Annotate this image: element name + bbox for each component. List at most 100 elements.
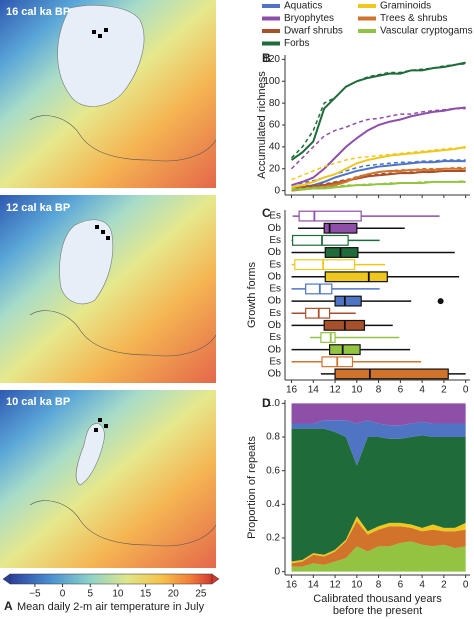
richness-line bbox=[291, 106, 466, 187]
legend-label: Aquatics bbox=[284, 1, 322, 12]
colorbar-tick-label: 0 bbox=[60, 589, 66, 600]
x-tick-label: 12 bbox=[329, 580, 341, 591]
colorbar-tick-label: −5 bbox=[29, 589, 41, 600]
richness-line bbox=[291, 145, 466, 189]
y-tick-label: 0.8 bbox=[266, 432, 280, 443]
colorbar-tick-label: 5 bbox=[87, 589, 93, 600]
x-tick-label: 16 bbox=[286, 385, 298, 396]
y-tick-label: Es bbox=[269, 211, 281, 222]
y-tick-label: Ob bbox=[268, 247, 282, 258]
y-tick-label: 0.2 bbox=[266, 533, 280, 544]
colorbar-tick-label: 10 bbox=[112, 589, 124, 600]
y-tick-label: Ob bbox=[268, 344, 282, 355]
panel-letter: C bbox=[262, 206, 271, 220]
y-tick-label: 0 bbox=[274, 566, 280, 577]
box bbox=[324, 271, 388, 283]
area bbox=[291, 428, 466, 562]
box bbox=[320, 332, 336, 343]
x-tick-label: 0 bbox=[463, 580, 469, 591]
area bbox=[291, 403, 466, 426]
panel-letter: B bbox=[262, 51, 271, 65]
x-tick-label: 14 bbox=[308, 580, 320, 591]
x-tick-label: 4 bbox=[419, 385, 425, 396]
y-tick-label: Es bbox=[269, 356, 281, 367]
x-tick-label: 8 bbox=[376, 580, 382, 591]
panel-letter: A bbox=[4, 599, 13, 613]
x-tick-label: 0 bbox=[463, 385, 469, 396]
richness-line bbox=[291, 180, 466, 191]
box bbox=[334, 368, 449, 380]
box bbox=[329, 344, 361, 356]
y-tick-label: 80 bbox=[269, 98, 281, 109]
richness-line-dashed bbox=[291, 169, 466, 189]
y-tick-label: 60 bbox=[269, 120, 281, 131]
x-tick-label: 6 bbox=[398, 580, 404, 591]
y-tick-label: Es bbox=[269, 284, 281, 295]
y-tick-label: 1.0 bbox=[266, 398, 280, 409]
y-tick-label: Ob bbox=[268, 223, 282, 234]
y-tick-label: Ob bbox=[268, 271, 282, 282]
x-tick-label: 10 bbox=[351, 385, 363, 396]
area bbox=[291, 541, 466, 572]
colorbar bbox=[2, 573, 220, 585]
legend-label: Vascular cryptogams bbox=[380, 26, 473, 37]
richness-line bbox=[291, 160, 466, 190]
colorbar-caption: Mean daily 2-m air temperature in July bbox=[17, 601, 205, 613]
box bbox=[334, 295, 362, 307]
x-axis-label: before the present bbox=[333, 605, 422, 617]
x-tick-label: 16 bbox=[286, 580, 298, 591]
box bbox=[305, 283, 333, 295]
y-tick-label: Ob bbox=[268, 369, 282, 380]
y-axis-label: Growth forms bbox=[246, 261, 258, 328]
x-tick-label: 10 bbox=[351, 580, 363, 591]
richness-line-dashed bbox=[291, 147, 466, 181]
map-label: 12 cal ka BP bbox=[6, 202, 70, 214]
y-tick-label: Ob bbox=[268, 296, 282, 307]
richness-line bbox=[290, 61, 466, 161]
y-tick-label: Es bbox=[269, 235, 281, 246]
y-tick-label: Ob bbox=[268, 320, 282, 331]
y-axis-label: Proportion of repeats bbox=[246, 436, 258, 539]
colorbar-tick-label: 15 bbox=[140, 589, 152, 600]
x-tick-label: 4 bbox=[419, 580, 425, 591]
panel-letter: D bbox=[262, 396, 271, 410]
colorbar-tick-label: 20 bbox=[168, 589, 180, 600]
y-tick-label: 20 bbox=[269, 163, 281, 174]
box bbox=[292, 234, 349, 246]
box bbox=[305, 307, 331, 319]
y-tick-label: 0.4 bbox=[266, 499, 280, 510]
legend-label: Bryophytes bbox=[284, 13, 334, 24]
outlier bbox=[437, 298, 444, 305]
map-label: 16 cal ka BP bbox=[6, 6, 70, 18]
x-tick-label: 2 bbox=[441, 385, 447, 396]
box bbox=[294, 259, 356, 271]
area bbox=[291, 521, 466, 567]
richness-line-dashed bbox=[290, 107, 466, 170]
y-axis-label: Accumulated richness bbox=[256, 71, 268, 179]
y-tick-label: Es bbox=[269, 332, 281, 343]
legend-label: Trees & shrubs bbox=[380, 13, 447, 24]
y-tick-label: Es bbox=[269, 308, 281, 319]
map-label: 10 cal ka BP bbox=[6, 396, 70, 408]
box bbox=[324, 247, 359, 258]
x-tick-label: 12 bbox=[329, 385, 341, 396]
y-tick-label: 0 bbox=[274, 185, 280, 196]
x-axis-label: Calibrated thousand years bbox=[313, 593, 442, 605]
y-tick-label: 120 bbox=[263, 54, 280, 65]
richness-line bbox=[291, 169, 466, 190]
x-tick-label: 14 bbox=[308, 385, 320, 396]
y-tick-label: 100 bbox=[263, 76, 280, 87]
x-tick-label: 8 bbox=[376, 385, 382, 396]
y-tick-label: Es bbox=[269, 259, 281, 270]
legend-label: Graminoids bbox=[380, 1, 431, 12]
area bbox=[291, 420, 466, 466]
legend-label: Forbs bbox=[284, 38, 310, 49]
colorbar-tick-label: 25 bbox=[195, 589, 207, 600]
x-tick-label: 6 bbox=[398, 385, 404, 396]
map: 16 cal ka BP bbox=[0, 0, 217, 188]
box bbox=[298, 210, 362, 222]
y-tick-label: 0.6 bbox=[266, 465, 280, 476]
x-tick-label: 2 bbox=[441, 580, 447, 591]
map: 12 cal ka BP bbox=[0, 195, 217, 383]
